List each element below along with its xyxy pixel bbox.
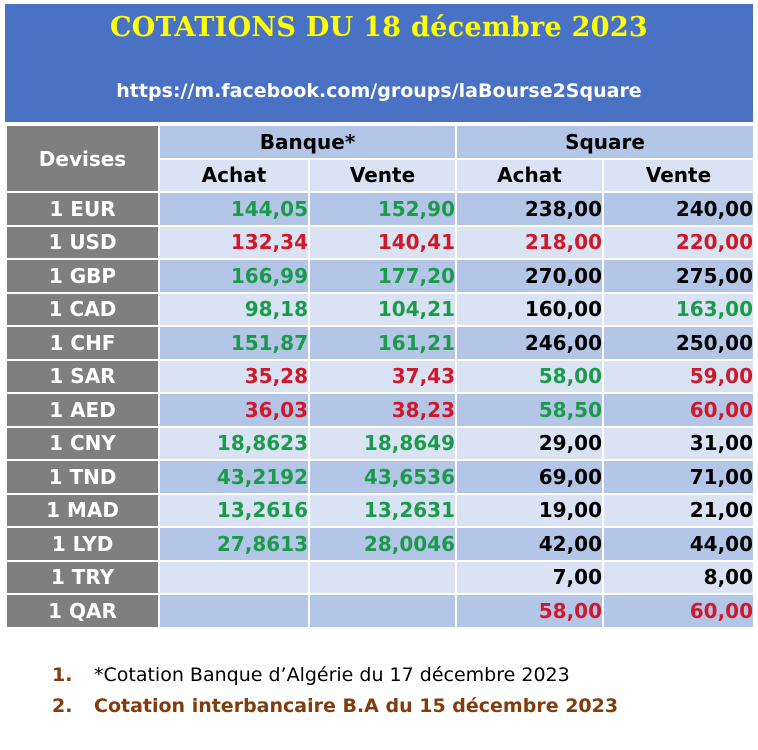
banque-achat-cell: 166,99 [158, 258, 310, 294]
currency-cell: 1 CAD [5, 291, 160, 327]
banque-achat-cell: 13,2616 [158, 492, 310, 528]
banque-vente-cell: 38,23 [308, 392, 457, 428]
table-row: 1 LYD 27,8613 28,0046 42,00 44,00 [5, 526, 756, 562]
banque-achat-cell: 35,28 [158, 358, 310, 394]
banque-achat-cell [158, 593, 310, 629]
square-vente-cell: 60,00 [601, 392, 756, 428]
banque-achat-cell: 144,05 [158, 191, 310, 227]
banque-vente-cell [308, 593, 457, 629]
currency-cell: 1 EUR [5, 191, 160, 227]
table-row: 1 MAD 13,2616 13,2631 19,00 21,00 [5, 492, 756, 528]
square-achat-cell: 270,00 [455, 258, 604, 294]
table-row: 1 CHF 151,87 161,21 246,00 250,00 [5, 325, 756, 361]
square-vente-cell: 31,00 [601, 425, 756, 461]
square-achat-cell: 42,00 [455, 526, 604, 562]
currency-cell: 1 AED [5, 392, 160, 428]
currency-cell: 1 CHF [5, 325, 160, 361]
currency-cell: 1 TND [5, 459, 160, 495]
square-vente-cell: 44,00 [601, 526, 756, 562]
table-row: 1 CAD 98,18 104,21 160,00 163,00 [5, 291, 756, 327]
banque-vente-cell: 177,20 [308, 258, 457, 294]
square-achat-cell: 246,00 [455, 325, 604, 361]
banque-vente-cell: 43,6536 [308, 459, 457, 495]
square-vente-cell: 71,00 [601, 459, 756, 495]
footnote-number: 2. [52, 695, 73, 717]
square-vente-cell: 8,00 [601, 559, 756, 595]
square-achat-cell: 19,00 [455, 492, 604, 528]
square-achat-cell: 69,00 [455, 459, 604, 495]
square-vente-cell: 163,00 [601, 291, 756, 327]
table-row: 1 GBP 166,99 177,20 270,00 275,00 [5, 258, 756, 294]
square-vente-cell: 220,00 [601, 224, 756, 260]
footnote-text: *Cotation Banque d’Algérie du 17 décembr… [94, 664, 570, 686]
banque-vente-cell: 161,21 [308, 325, 457, 361]
square-achat-cell: 58,50 [455, 392, 604, 428]
table-row: 1 TRY 7,00 8,00 [5, 559, 756, 595]
footnote-number: 1. [52, 664, 73, 686]
currency-cell: 1 TRY [5, 559, 160, 595]
square-achat-header: Achat [455, 157, 604, 193]
banque-achat-cell: 43,2192 [158, 459, 310, 495]
banque-achat-cell: 151,87 [158, 325, 310, 361]
square-vente-cell: 60,00 [601, 593, 756, 629]
page-title: COTATIONS DU 18 décembre 2023 [109, 12, 649, 43]
table-row: 1 SAR 35,28 37,43 58,00 59,00 [5, 358, 756, 394]
banque-vente-cell [308, 559, 457, 595]
currency-cell: 1 MAD [5, 492, 160, 528]
square-vente-cell: 21,00 [601, 492, 756, 528]
footnote-1: 1. *Cotation Banque d’Algérie du 17 décem… [52, 660, 752, 691]
banque-vente-cell: 152,90 [308, 191, 457, 227]
currency-cell: 1 LYD [5, 526, 160, 562]
currency-cell: 1 CNY [5, 425, 160, 461]
rates-table: Devises Banque* Square Achat Vente Achat… [5, 124, 756, 629]
banque-vente-cell: 140,41 [308, 224, 457, 260]
banque-achat-cell: 36,03 [158, 392, 310, 428]
currency-cell: 1 SAR [5, 358, 160, 394]
table-row: 1 TND 43,2192 43,6536 69,00 71,00 [5, 459, 756, 495]
currency-cell: 1 USD [5, 224, 160, 260]
table-row: 1 USD 132,34 140,41 218,00 220,00 [5, 224, 756, 260]
banque-header: Banque* [158, 124, 457, 160]
square-vente-header: Vente [601, 157, 756, 193]
banque-achat-cell: 18,8623 [158, 425, 310, 461]
footnote-text: Cotation interbancaire B.A du 15 décembr… [94, 695, 619, 717]
table-row: 1 EUR 144,05 152,90 238,00 240,00 [5, 191, 756, 227]
banque-vente-header: Vente [308, 157, 457, 193]
banque-vente-cell: 28,0046 [308, 526, 457, 562]
square-achat-cell: 58,00 [455, 358, 604, 394]
square-vente-cell: 240,00 [601, 191, 756, 227]
header-banner: COTATIONS DU 18 décembre 2023 https://m.… [5, 4, 753, 122]
square-vente-cell: 250,00 [601, 325, 756, 361]
square-achat-cell: 160,00 [455, 291, 604, 327]
banque-achat-cell: 132,34 [158, 224, 310, 260]
currency-cell: 1 QAR [5, 593, 160, 629]
devises-header: Devises [5, 124, 160, 193]
square-vente-cell: 275,00 [601, 258, 756, 294]
square-vente-cell: 59,00 [601, 358, 756, 394]
group-url: https://m.facebook.com/groups/laBourse2S… [116, 80, 642, 102]
banque-vente-cell: 37,43 [308, 358, 457, 394]
banque-vente-cell: 13,2631 [308, 492, 457, 528]
square-achat-cell: 29,00 [455, 425, 604, 461]
square-achat-cell: 218,00 [455, 224, 604, 260]
banque-achat-cell: 98,18 [158, 291, 310, 327]
table-row: 1 CNY 18,8623 18,8649 29,00 31,00 [5, 425, 756, 461]
footnote-2: 2. Cotation interbancaire B.A du 15 décem… [52, 691, 752, 722]
banque-achat-cell: 27,8613 [158, 526, 310, 562]
square-achat-cell: 238,00 [455, 191, 604, 227]
square-achat-cell: 58,00 [455, 593, 604, 629]
banque-achat-cell [158, 559, 310, 595]
banque-vente-cell: 104,21 [308, 291, 457, 327]
table-row: 1 AED 36,03 38,23 58,50 60,00 [5, 392, 756, 428]
banque-vente-cell: 18,8649 [308, 425, 457, 461]
table-row: 1 QAR 58,00 60,00 [5, 593, 756, 629]
square-achat-cell: 7,00 [455, 559, 604, 595]
currency-cell: 1 GBP [5, 258, 160, 294]
banque-achat-header: Achat [158, 157, 310, 193]
square-header: Square [454, 124, 756, 160]
footnotes: 1. *Cotation Banque d’Algérie du 17 décem… [52, 660, 752, 722]
